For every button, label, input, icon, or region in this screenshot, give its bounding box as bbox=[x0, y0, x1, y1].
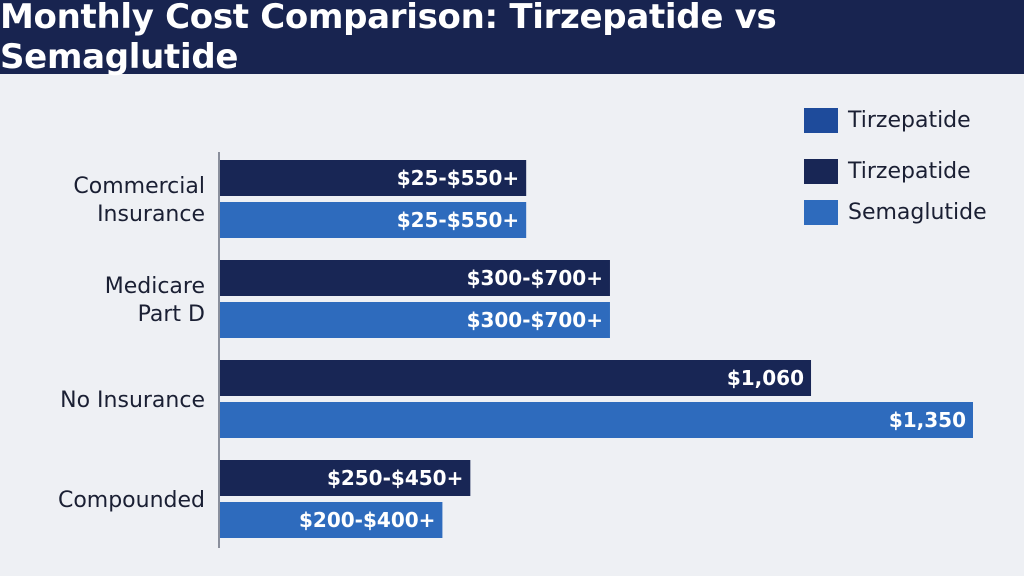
category-label-1-line-2: Insurance bbox=[97, 202, 205, 227]
data-label-semaglutide-2: $300-$700+ bbox=[467, 308, 603, 332]
chart-title: Monthly Cost Comparison: Tirzepatide vs … bbox=[0, 0, 777, 77]
data-label-tirzepatide-1: $25-$550+ bbox=[397, 166, 519, 190]
legend-label-3: Semaglutide bbox=[848, 200, 987, 225]
legend-swatch-2 bbox=[804, 159, 838, 184]
legend-label-2: Tirzepatide bbox=[848, 159, 971, 184]
bar-semaglutide-1 bbox=[219, 202, 527, 238]
legend-label-1: Tirzepatide bbox=[848, 108, 971, 133]
legend-swatch-1 bbox=[804, 108, 838, 133]
data-label-tirzepatide-2: $300-$700+ bbox=[467, 266, 603, 290]
category-label-3-line-1: No Insurance bbox=[60, 388, 205, 413]
data-label-tirzepatide-3: $1,060 bbox=[727, 366, 804, 390]
legend-item-3: Semaglutide bbox=[804, 200, 987, 225]
bar-semaglutide-4 bbox=[219, 502, 443, 538]
bar-semaglutide-2 bbox=[219, 302, 610, 338]
data-label-semaglutide-3: $1,350 bbox=[889, 408, 966, 432]
data-label-semaglutide-4: $200-$400+ bbox=[299, 508, 435, 532]
category-label-2-line-2: Part D bbox=[138, 302, 205, 327]
data-label-semaglutide-1: $25-$550+ bbox=[397, 208, 519, 232]
title-bar: Monthly Cost Comparison: Tirzepatide vs … bbox=[0, 0, 1024, 77]
bar-tirzepatide-2 bbox=[219, 260, 610, 296]
data-label-tirzepatide-4: $250-$450+ bbox=[327, 466, 463, 490]
bar-tirzepatide-4 bbox=[219, 460, 471, 496]
bar-tirzepatide-1 bbox=[219, 160, 527, 196]
bar-tirzepatide-3 bbox=[219, 360, 812, 396]
bar-semaglutide-3 bbox=[219, 402, 973, 438]
legend-item-1: Tirzepatide bbox=[804, 108, 971, 133]
category-label-1-line-1: Commercial bbox=[73, 174, 205, 199]
legend-swatch-3 bbox=[804, 200, 838, 225]
category-label-4-line-1: Compounded bbox=[58, 488, 205, 513]
legend-item-2: Tirzepatide bbox=[804, 159, 971, 184]
category-label-2-line-1: Medicare bbox=[105, 274, 205, 299]
